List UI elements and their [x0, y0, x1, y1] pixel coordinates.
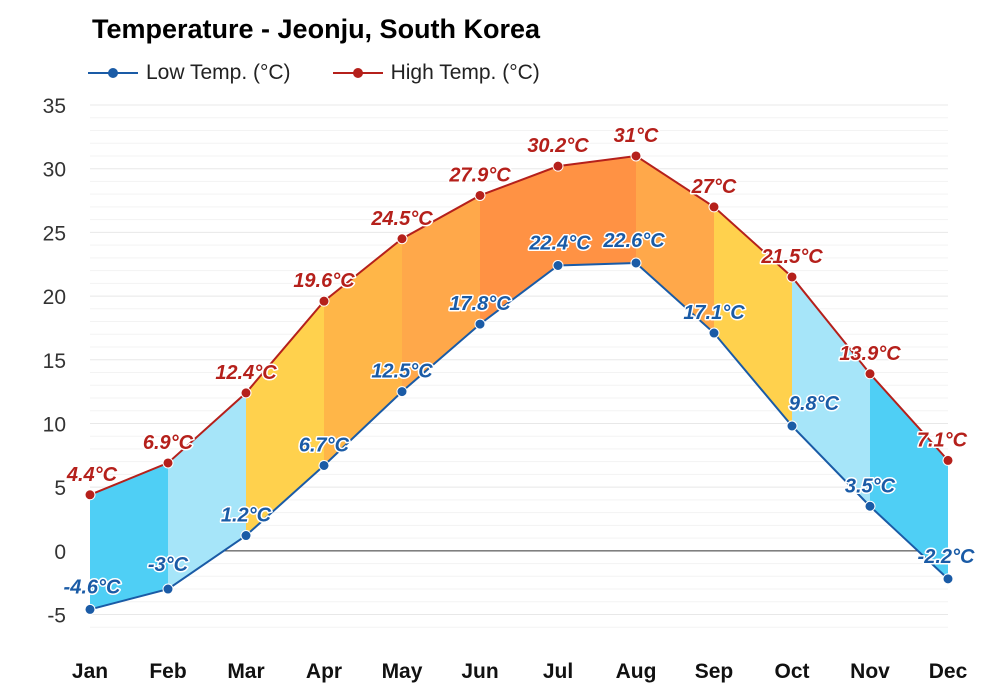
high-temp-point: [630, 150, 642, 162]
temperature-band: [558, 155, 636, 266]
y-tick-label: 30: [43, 159, 66, 182]
low-temp-label: 9.8°C: [789, 393, 840, 415]
x-tick-label: Dec: [929, 660, 968, 683]
x-tick-label: Sep: [695, 660, 734, 683]
low-temp-label: 17.8°C: [449, 293, 511, 315]
high-temp-point: [942, 454, 954, 466]
y-tick-label: 25: [43, 222, 66, 245]
low-temp-label: -4.6°C: [64, 576, 121, 598]
low-temp-point: [474, 318, 486, 330]
legend-label-low: Low Temp. (°C): [146, 61, 291, 84]
low-temp-point: [318, 459, 330, 471]
x-tick-label: Mar: [227, 660, 264, 683]
high-temp-point: [474, 189, 486, 201]
legend-swatch-low: [88, 63, 138, 83]
high-temp-point: [396, 233, 408, 245]
x-tick-label: Jun: [461, 660, 498, 683]
low-temp-line: [89, 261, 949, 611]
low-temp-point: [396, 386, 408, 398]
low-temp-point: [786, 420, 798, 432]
high-temp-point: [162, 457, 174, 469]
temperature-band: [870, 373, 948, 579]
label-layer: 4.4°C 6.9°C 12.4°C 19.6°C 24.5°C 27.9°C 30.2°C…: [62, 123, 976, 599]
y-tick-label: 5: [54, 477, 66, 500]
temperature-band: [90, 462, 168, 610]
x-tick-label: Nov: [850, 660, 890, 683]
legend-item-low[interactable]: Low Temp. (°C): [88, 61, 291, 85]
point-layer: [84, 150, 954, 615]
low-temp-label: 1.2°C: [221, 505, 272, 527]
x-tick-label: May: [382, 660, 423, 683]
temperature-band: [246, 301, 324, 536]
y-tick-label: 20: [43, 286, 66, 309]
low-temp-point: [708, 327, 720, 339]
low-temp-point: [630, 257, 642, 269]
low-temp-label: -3°C: [148, 554, 189, 576]
low-temp-label: 22.6°C: [602, 230, 665, 252]
high-temp-point: [552, 160, 564, 172]
x-tick-label: Jul: [543, 660, 573, 683]
low-temp-point: [942, 573, 954, 585]
high-temp-label: 21.5°C: [760, 246, 823, 268]
chart-legend: Low Temp. (°C) High Temp. (°C): [88, 58, 582, 88]
y-tick-label: 35: [43, 95, 66, 118]
chart-title: Temperature - Jeonju, South Korea: [92, 14, 541, 44]
high-temp-point: [84, 489, 96, 501]
high-temp-label: 13.9°C: [839, 343, 901, 365]
x-tick-label: Feb: [149, 660, 186, 683]
low-temp-point: [552, 260, 564, 271]
legend-label-high: High Temp. (°C): [390, 61, 540, 84]
x-tick-label: Oct: [774, 660, 809, 683]
temperature-band: [480, 166, 558, 325]
legend-item-high[interactable]: High Temp. (°C): [332, 61, 540, 85]
y-tick-label: -5: [47, 605, 66, 628]
x-tick-label: Jan: [72, 660, 108, 683]
axis-layer: 35 30 25 20 15 10 5 0 -5 Jan Feb Mar Apr May Jun Jul Aug…: [43, 95, 968, 683]
high-temp-label: 27.9°C: [448, 164, 511, 186]
high-temp-label: 6.9°C: [143, 432, 194, 454]
temperature-band: [168, 392, 246, 590]
low-temp-label: -2.2°C: [918, 546, 975, 568]
high-temp-point: [786, 271, 798, 283]
high-temp-point: [240, 387, 252, 399]
line-layer: [89, 154, 949, 611]
band-layer: [90, 155, 948, 610]
high-temp-line: [89, 154, 949, 496]
high-temp-point: [864, 368, 876, 380]
temperature-band: [792, 276, 870, 507]
low-temp-label: 6.7°C: [299, 434, 350, 456]
low-temp-label: 3.5°C: [845, 475, 896, 497]
low-temp-point: [864, 500, 876, 512]
high-temp-point: [708, 201, 720, 213]
high-temp-label: 24.5°C: [370, 208, 433, 230]
high-temp-point: [318, 295, 330, 307]
high-temp-label: 27°C: [691, 176, 737, 198]
high-temp-label: 12.4°C: [215, 362, 277, 384]
low-temp-point: [240, 530, 252, 542]
high-temp-label: 31°C: [614, 125, 659, 147]
high-temp-label: 19.6°C: [293, 270, 355, 292]
high-temp-label: 4.4°C: [66, 464, 118, 486]
legend-swatch-high: [332, 63, 383, 83]
x-tick-label: Apr: [306, 660, 342, 683]
high-temp-label: 7.1°C: [917, 429, 968, 451]
temperature-band: [402, 195, 480, 392]
y-tick-label: 10: [43, 413, 66, 436]
y-tick-label: 15: [43, 350, 66, 373]
temperature-band: [636, 155, 714, 334]
low-temp-label: 12.5°C: [371, 361, 433, 383]
low-temp-point: [162, 583, 174, 595]
low-temp-point: [84, 603, 96, 615]
temperature-band: [714, 206, 792, 426]
low-temp-label: 17.1°C: [683, 302, 745, 324]
high-temp-label: 30.2°C: [527, 135, 589, 157]
x-tick-label: Aug: [616, 660, 657, 683]
y-tick-label: 0: [54, 541, 66, 564]
low-temp-label: 22.4°C: [528, 233, 591, 255]
